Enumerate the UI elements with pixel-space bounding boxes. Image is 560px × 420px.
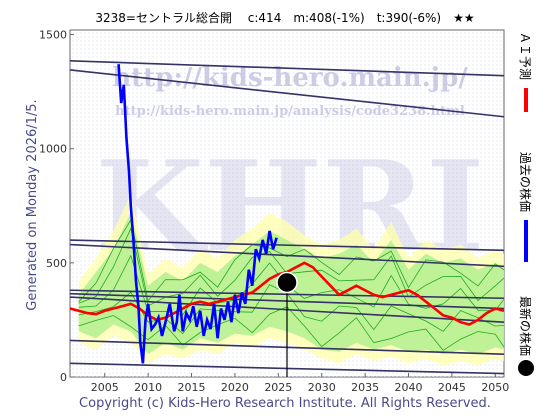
legend-label-ai: ＡＩ予測 bbox=[518, 32, 532, 80]
x-tick-label: 2015 bbox=[178, 381, 206, 394]
x-tick-label: 2045 bbox=[438, 381, 466, 394]
copyright: Copyright (c) Kids-Hero Research Institu… bbox=[79, 396, 491, 411]
x-tick-label: 2050 bbox=[481, 381, 509, 394]
axis-ticks: 2005 2010 2015 2020 2025 2030 2035 2040 2045 2050… bbox=[39, 29, 509, 394]
chart-title: 3238=セントラル総合開 c:414 m:408(-1%) t:390(-6%… bbox=[95, 10, 474, 25]
y-tick-label: 500 bbox=[46, 257, 67, 270]
watermark-url: http://kids-hero.main.jp/ bbox=[112, 63, 468, 93]
band-line bbox=[78, 254, 504, 316]
band-line bbox=[78, 227, 504, 307]
legend-swatch-latest bbox=[518, 360, 534, 376]
x-tick-label: 2010 bbox=[134, 381, 162, 394]
watermark-url-2: http://kids-hero.main.jp/analysis/code32… bbox=[115, 104, 465, 119]
legend-label-latest: 最新の株価 bbox=[518, 296, 533, 356]
y-tick-label: 1000 bbox=[39, 143, 67, 156]
x-tick-label: 2025 bbox=[264, 381, 292, 394]
x-tick-label: 2030 bbox=[308, 381, 336, 394]
x-tick-label: 2035 bbox=[351, 381, 379, 394]
band-line bbox=[78, 306, 504, 351]
trend-line bbox=[70, 69, 504, 118]
generated-note: Generated on Monday 2026/1/5. bbox=[25, 99, 40, 310]
series-past-price bbox=[117, 64, 278, 364]
trend-line bbox=[70, 239, 504, 252]
legend-label-past: 過去の株価 bbox=[518, 152, 533, 212]
x-tick-label: 2040 bbox=[395, 381, 423, 394]
trend-line bbox=[70, 243, 504, 268]
latest-price-marker bbox=[276, 271, 298, 294]
x-tick-label: 2020 bbox=[221, 381, 249, 394]
trend-line bbox=[70, 60, 504, 77]
latest-marker-group bbox=[276, 271, 298, 377]
y-tick-label: 0 bbox=[60, 371, 67, 384]
y-tick-label: 1500 bbox=[39, 29, 67, 42]
x-tick-label: 2005 bbox=[91, 381, 119, 394]
